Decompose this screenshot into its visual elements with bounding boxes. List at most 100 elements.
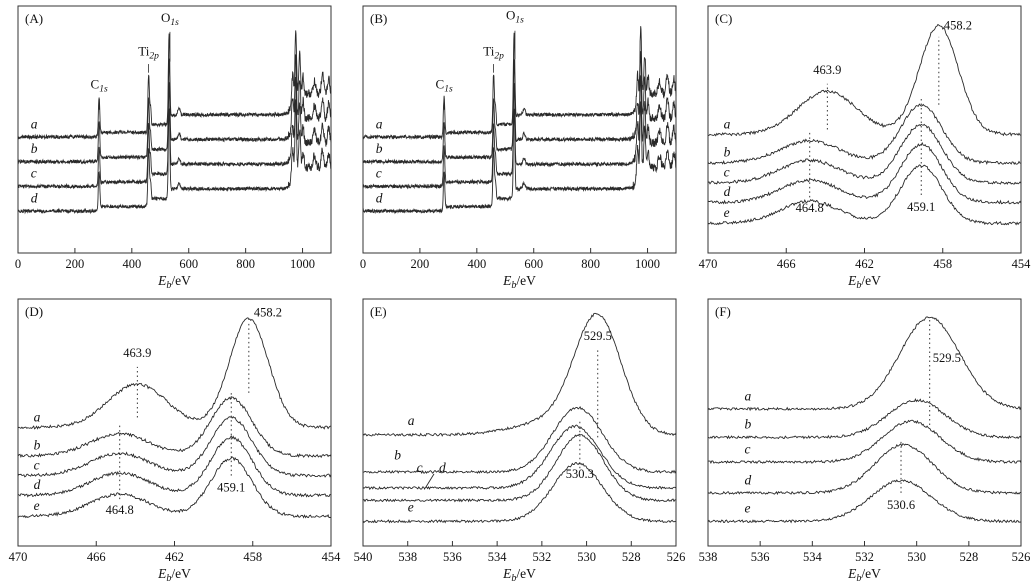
plot-frame — [707, 5, 1022, 254]
peak-energy-label: 458.2 — [254, 305, 282, 319]
spectrum-curve — [362, 101, 677, 215]
curve-label: c — [417, 460, 423, 475]
spectrum-curve — [362, 26, 677, 141]
plot-frame — [707, 298, 1022, 547]
peak-energy-label: 530.3 — [566, 467, 594, 481]
x-tick-label: 470 — [699, 257, 718, 271]
spectrum-curve — [17, 76, 332, 190]
curve-label: b — [34, 438, 41, 453]
spectrum-curve — [362, 406, 677, 474]
x-tick-label: 534 — [488, 550, 508, 564]
x-axis-label: Eb/eV — [502, 273, 536, 291]
x-tick-label: 528 — [622, 550, 641, 564]
curve-label: a — [31, 116, 38, 131]
curve-label: c — [724, 164, 730, 179]
spectrum-curve — [708, 419, 1022, 465]
plot-frame — [362, 5, 677, 254]
element-peak-label: O1s — [506, 8, 524, 26]
curve-label: c — [745, 441, 751, 456]
x-tick-label: 466 — [87, 550, 106, 564]
x-tick-label: 400 — [467, 257, 486, 271]
spectrum-curve — [362, 312, 677, 437]
plot-frame — [17, 5, 332, 254]
spectrum-curve — [362, 461, 677, 524]
x-tick-label: 200 — [411, 257, 430, 271]
x-tick-label: 466 — [777, 257, 796, 271]
x-axis-label: Eb/eV — [847, 566, 881, 584]
x-tick-label: 462 — [165, 550, 184, 564]
spectrum-curve — [17, 435, 332, 498]
peak-energy-label: 529.5 — [933, 351, 961, 365]
peak-energy-label: 464.8 — [106, 503, 134, 517]
x-tick-label: 600 — [179, 257, 198, 271]
peak-energy-label: 464.8 — [796, 201, 824, 215]
spectrum-curve — [17, 456, 332, 519]
spectrum-curve — [707, 141, 1022, 205]
element-peak-label: Ti2p — [483, 43, 504, 61]
panel-a: 0 200 400 600 800 1000 Eb/eV (A) a b c d C1s Ti2p O1s — [0, 0, 345, 293]
panel-f-spectrum: 538 536 534 532 530 528 526 Eb/eV (F) abc de 529.5 5… — [699, 298, 1030, 584]
x-tick-label: 530 — [577, 550, 596, 564]
plot-frame — [362, 298, 677, 547]
curve-label: e — [724, 205, 730, 220]
panel-b: 0 200 400 600 800 1000 Eb/eV (B) a b c d C1s Ti2p O1s — [345, 0, 690, 293]
peak-energy-label: 463.9 — [813, 63, 841, 77]
spectrum-curve — [707, 23, 1022, 137]
curve-label: c — [376, 166, 382, 181]
x-tick-label: 800 — [236, 257, 255, 271]
curve-label: b — [394, 448, 401, 463]
panel-letter: (B) — [370, 11, 387, 26]
panel-f: 538 536 534 532 530 528 526 Eb/eV (F) a b c d e 529.5 5… — [690, 293, 1035, 586]
x-tick-label: 600 — [524, 257, 543, 271]
curve-label: d — [439, 460, 446, 475]
spectrum-curve — [707, 443, 1022, 496]
curve-label: a — [745, 388, 752, 403]
spectrum-curve — [362, 51, 677, 165]
curve-label: a — [34, 409, 41, 424]
x-axis-label: Eb/eV — [157, 273, 191, 291]
panel-letter: (E) — [370, 304, 387, 319]
curve-label: a — [724, 116, 731, 131]
x-tick-label: 536 — [751, 550, 770, 564]
curve-label: a — [376, 116, 383, 131]
curve-label: d — [376, 190, 383, 205]
curve-label: d — [724, 184, 731, 199]
x-tick-label: 538 — [699, 550, 718, 564]
x-tick-label: 800 — [581, 257, 600, 271]
x-tick-label: 526 — [667, 550, 686, 564]
curve-label: b — [31, 141, 38, 156]
peak-energy-label: 463.9 — [123, 346, 151, 360]
x-axis-label: Eb/eV — [157, 566, 191, 584]
curve-label: c — [31, 166, 37, 181]
x-tick-label: 536 — [443, 550, 462, 564]
panel-letter: (D) — [25, 304, 43, 319]
x-tick-label: 1000 — [290, 257, 315, 271]
x-tick-label: 532 — [532, 550, 551, 564]
x-tick-label: 0 — [360, 257, 366, 271]
x-tick-label: 454 — [1012, 257, 1032, 271]
x-tick-label: 458 — [933, 257, 952, 271]
curve-label: e — [408, 499, 414, 514]
spectrum-curve — [17, 317, 332, 430]
x-tick-label: 462 — [855, 257, 874, 271]
curve-label: b — [376, 141, 383, 156]
curve-label: d — [745, 472, 752, 487]
panel-e-spectrum: 540 538 536 534 532 530 528 526 Eb/eV (E) a b c d e 529… — [354, 298, 686, 584]
x-tick-label: 528 — [959, 550, 978, 564]
x-tick-label: 0 — [15, 257, 21, 271]
spectrum-curve — [707, 164, 1022, 226]
x-tick-label: 458 — [243, 550, 262, 564]
peak-energy-label: 459.1 — [907, 200, 935, 214]
x-axis-label: Eb/eV — [847, 273, 881, 291]
spectrum-curve — [17, 415, 332, 478]
curve-label: a — [408, 413, 415, 428]
x-tick-label: 1000 — [635, 257, 660, 271]
curve-label-leader — [425, 473, 435, 488]
spectrum-curve — [362, 75, 677, 190]
x-axis-label: Eb/eV — [502, 566, 536, 584]
spectrum-curve — [362, 433, 677, 503]
